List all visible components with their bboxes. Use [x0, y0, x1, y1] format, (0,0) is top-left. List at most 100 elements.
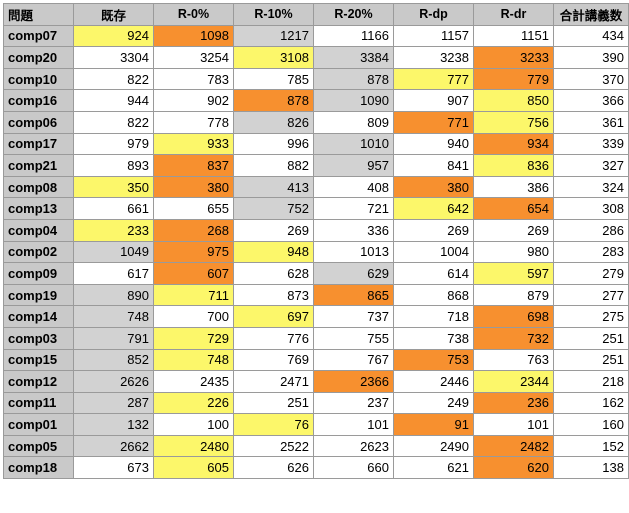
table-row: comp18 673 605 626 660 621 620 138: [3, 456, 629, 480]
cell-r-20: 237: [313, 391, 394, 415]
table-row: comp09 617 607 628 629 614 597 279: [3, 262, 629, 285]
cell-r-10: 626: [233, 456, 314, 480]
cell-total-lectures: 283: [553, 240, 629, 264]
cell-r-0: 380: [153, 175, 234, 199]
header-r-dr: R-dr: [473, 3, 554, 26]
row-label: comp16: [3, 89, 74, 112]
cell-total-lectures: 324: [553, 175, 629, 199]
cell-r-dp: 718: [393, 305, 474, 328]
cell-existing: 791: [73, 326, 154, 350]
cell-existing: 893: [73, 154, 154, 177]
table-row: comp12 2626 2435 2471 2366 2446 2344 218: [3, 370, 629, 393]
cell-r-20: 878: [313, 67, 394, 91]
table-body: comp07 924 1098 1217 1166 1157 1151 434 comp20 33…: [3, 24, 629, 480]
cell-r-dr: 2344: [473, 370, 554, 393]
cell-r-20: 1013: [313, 240, 394, 264]
row-label: comp21: [3, 154, 74, 177]
cell-existing: 822: [73, 110, 154, 134]
table-row: comp16 944 902 878 1090 907 850 366: [3, 89, 629, 112]
cell-r-20: 721: [313, 197, 394, 220]
cell-r-10: 2471: [233, 370, 314, 393]
cell-total-lectures: 370: [553, 67, 629, 91]
cell-existing: 924: [73, 24, 154, 48]
cell-total-lectures: 277: [553, 283, 629, 307]
cell-r-dp: 940: [393, 132, 474, 156]
cell-r-10: 251: [233, 391, 314, 415]
cell-r-20: 737: [313, 305, 394, 328]
row-label: comp09: [3, 262, 74, 285]
table-row: comp21 893 837 882 957 841 836 327: [3, 154, 629, 177]
cell-r-0: 975: [153, 240, 234, 264]
cell-r-dp: 269: [393, 218, 474, 242]
cell-r-10: 948: [233, 240, 314, 264]
cell-r-dr: 879: [473, 283, 554, 307]
cell-r-0: 711: [153, 283, 234, 307]
row-label: comp14: [3, 305, 74, 328]
cell-r-dp: 91: [393, 413, 474, 436]
cell-r-10: 826: [233, 110, 314, 134]
cell-existing: 979: [73, 132, 154, 156]
header-row: 問題 既存 R-0% R-10% R-20% R-dp R-dr 合計講義数: [3, 3, 629, 26]
cell-r-10: 878: [233, 89, 314, 112]
table-row: comp01 132 100 76 101 91 101 160: [3, 413, 629, 436]
cell-r-20: 957: [313, 154, 394, 177]
cell-r-20: 1166: [313, 24, 394, 48]
cell-r-10: 882: [233, 154, 314, 177]
cell-r-10: 2522: [233, 434, 314, 458]
cell-total-lectures: 162: [553, 391, 629, 415]
cell-r-10: 413: [233, 175, 314, 199]
cell-r-dr: 101: [473, 413, 554, 436]
cell-r-dr: 2482: [473, 434, 554, 458]
table-row: comp13 661 655 752 721 642 654 308: [3, 197, 629, 220]
cell-r-dp: 249: [393, 391, 474, 415]
cell-existing: 890: [73, 283, 154, 307]
cell-existing: 350: [73, 175, 154, 199]
row-label: comp07: [3, 24, 74, 48]
cell-total-lectures: 366: [553, 89, 629, 112]
cell-r-0: 607: [153, 262, 234, 285]
cell-existing: 2626: [73, 370, 154, 393]
cell-existing: 1049: [73, 240, 154, 264]
cell-r-dr: 756: [473, 110, 554, 134]
table-row: comp03 791 729 776 755 738 732 251: [3, 326, 629, 350]
cell-r-0: 100: [153, 413, 234, 436]
cell-total-lectures: 434: [553, 24, 629, 48]
row-label: comp19: [3, 283, 74, 307]
table-row: comp19 890 711 873 865 868 879 277: [3, 283, 629, 307]
cell-r-dr: 934: [473, 132, 554, 156]
cell-total-lectures: 339: [553, 132, 629, 156]
cell-r-10: 752: [233, 197, 314, 220]
row-label: comp15: [3, 348, 74, 372]
cell-r-20: 809: [313, 110, 394, 134]
row-label: comp08: [3, 175, 74, 199]
row-label: comp17: [3, 132, 74, 156]
cell-r-20: 755: [313, 326, 394, 350]
cell-existing: 822: [73, 67, 154, 91]
cell-total-lectures: 251: [553, 326, 629, 350]
cell-r-dr: 386: [473, 175, 554, 199]
row-label: comp06: [3, 110, 74, 134]
row-label: comp20: [3, 46, 74, 69]
cell-r-dr: 732: [473, 326, 554, 350]
table-row: comp15 852 748 769 767 753 763 251: [3, 348, 629, 372]
cell-r-20: 3384: [313, 46, 394, 69]
header-r-0: R-0%: [153, 3, 234, 26]
cell-r-0: 748: [153, 348, 234, 372]
cell-r-0: 902: [153, 89, 234, 112]
table-row: comp17 979 933 996 1010 940 934 339: [3, 132, 629, 156]
cell-r-0: 700: [153, 305, 234, 328]
cell-r-dp: 738: [393, 326, 474, 350]
cell-r-20: 101: [313, 413, 394, 436]
cell-r-dp: 614: [393, 262, 474, 285]
cell-total-lectures: 327: [553, 154, 629, 177]
cell-r-dp: 771: [393, 110, 474, 134]
table-row: comp02 1049 975 948 1013 1004 980 283: [3, 240, 629, 264]
cell-r-0: 2480: [153, 434, 234, 458]
row-label: comp05: [3, 434, 74, 458]
cell-r-10: 3108: [233, 46, 314, 69]
cell-r-0: 783: [153, 67, 234, 91]
cell-r-0: 3254: [153, 46, 234, 69]
cell-existing: 661: [73, 197, 154, 220]
cell-r-dr: 779: [473, 67, 554, 91]
cell-r-dp: 2446: [393, 370, 474, 393]
